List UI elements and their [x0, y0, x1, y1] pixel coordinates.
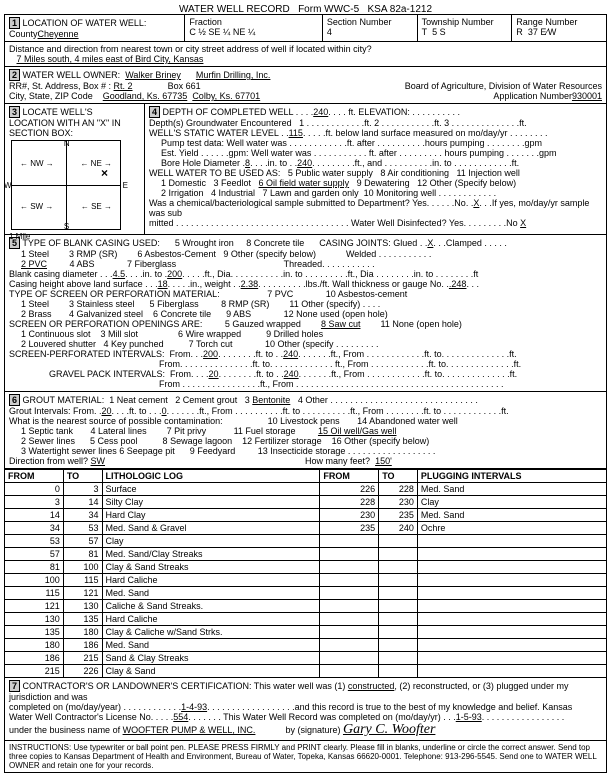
loc-frac: FractionC ½ SE ¼ NE ¼: [185, 15, 323, 41]
owner: 2 WATER WELL OWNER: Walker Briney Murfin…: [4, 66, 607, 104]
loc-county: 1 LOCATION OF WATER WELL:CountyCheyenne: [5, 15, 185, 41]
loc-rng: Range NumberR 37 E⁄W: [512, 15, 606, 41]
sec7-cert: 7 CONTRACTOR'S OR LANDOWNER'S CERTIFICAT…: [4, 677, 607, 741]
sec3-box: 3 LOCATE WELL'S LOCATION WITH AN "X" IN …: [5, 104, 145, 234]
sec5-casing: 5 TYPE OF BLANK CASING USED: 5 Wrought i…: [4, 234, 607, 392]
loc-sec: Section Number4: [323, 15, 418, 41]
sec6-grout: 6 GROUT MATERIAL: 1 Neat cement 2 Cement…: [4, 391, 607, 469]
x-mark: ×: [101, 166, 108, 180]
loc-dist: Distance and direction from nearest town…: [4, 41, 607, 67]
lithologic-log-table: FROMTOLITHOLOGIC LOGFROMTOPLUGGING INTER…: [4, 469, 607, 678]
sec4-depth: 4 DEPTH OF COMPLETED WELL . . . .240. . …: [145, 104, 606, 234]
loc-twp: Township NumberT 5 S: [418, 15, 513, 41]
footer-instructions: INSTRUCTIONS: Use typewriter or ball poi…: [4, 740, 607, 773]
